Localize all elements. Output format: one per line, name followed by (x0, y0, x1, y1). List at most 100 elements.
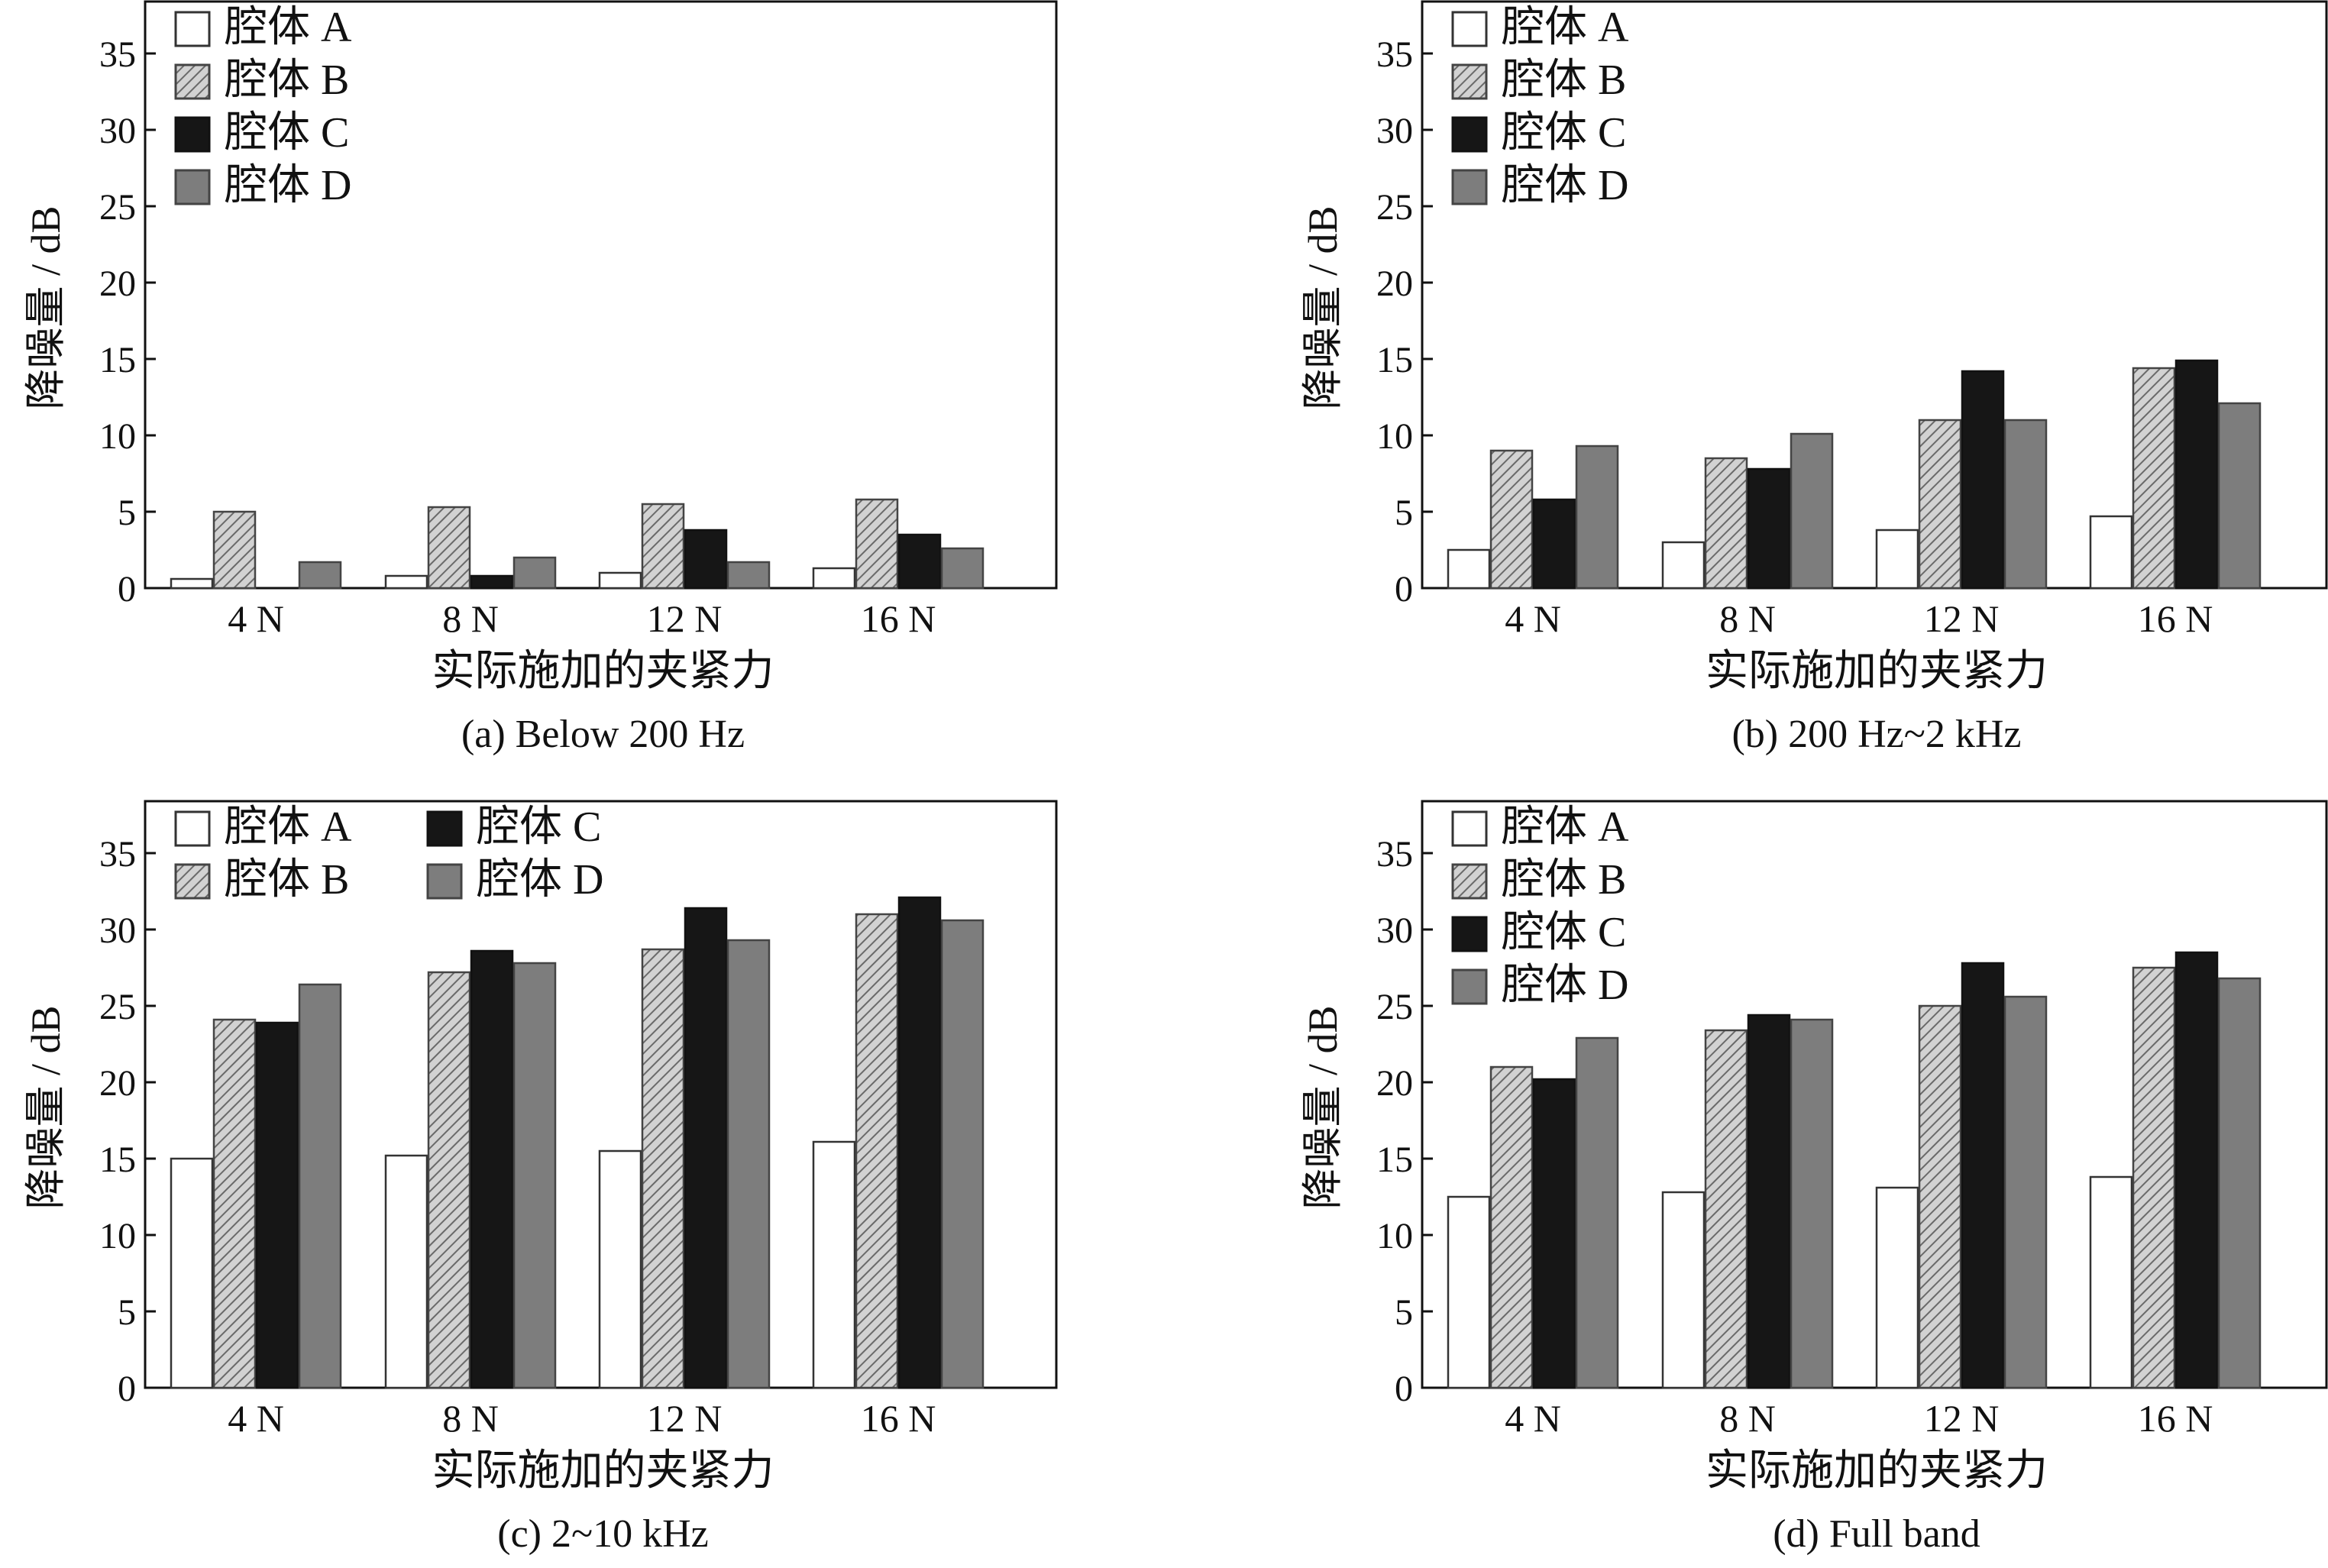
legend-label-c: 腔体 C (225, 109, 349, 157)
bar-b-2 (1704, 1029, 1748, 1389)
bar-b-4 (2132, 966, 2176, 1389)
bar-d-4 (940, 547, 985, 590)
bar-d-1 (1575, 1036, 1619, 1389)
legend-label-a: 腔体 A (1502, 4, 1629, 51)
bar-c-4 (2174, 951, 2219, 1389)
panel-caption: (c) 2~10 kHz (497, 1512, 708, 1556)
bar-b-4 (855, 913, 899, 1389)
legend-swatch-b (174, 863, 211, 900)
bar-a-2 (384, 574, 428, 590)
panel-caption: (a) Below 200 Hz (461, 713, 745, 756)
y-tick-label: 10 (99, 416, 136, 457)
y-tick-label: 35 (1376, 34, 1413, 75)
x-tick-label: 16 N (2138, 1397, 2213, 1440)
x-axis-label: 实际施加的夹紧力 (432, 648, 774, 695)
panel-caption: (b) 200 Hz~2 kHz (1731, 713, 2021, 756)
bar-c-3 (1961, 962, 2005, 1389)
bar-a-1 (1447, 1195, 1491, 1389)
x-tick-label: 16 N (861, 597, 936, 640)
bar-c-4 (897, 533, 942, 590)
bar-d-2 (512, 962, 557, 1389)
y-tick-label: 5 (1395, 493, 1413, 533)
bar-a-2 (1661, 541, 1706, 590)
x-tick-label: 16 N (2138, 597, 2213, 640)
x-axis-label: 实际施加的夹紧力 (1706, 648, 2048, 695)
bar-d-3 (2003, 419, 2048, 590)
legend-swatch-d (1451, 169, 1488, 205)
y-tick-label: 20 (1376, 1063, 1413, 1104)
chart-panel-c: 0 5 10 15 20 25 30 35 降噪量 / dB 4 N 8 N 12 N 16 N 实际施加… (23, 800, 1058, 1556)
bar-d-1 (298, 983, 342, 1389)
plot-frame (1421, 0, 2328, 590)
y-tick-label: 0 (118, 1369, 136, 1409)
plot-frame (1421, 800, 2328, 1389)
legend-label-c: 腔体 C (1502, 109, 1626, 157)
legend-label-d: 腔体 D (477, 856, 603, 904)
y-tick-label: 20 (99, 1063, 136, 1104)
y-tick-label: 20 (1376, 263, 1413, 304)
bar-a-1 (1447, 548, 1491, 590)
x-tick-label: 4 N (228, 597, 284, 640)
legend-label-b: 腔体 B (1502, 57, 1626, 104)
legend-swatch-d (1451, 968, 1488, 1005)
bar-d-2 (512, 556, 557, 590)
y-tick-label: 5 (118, 493, 136, 533)
bar-a-2 (384, 1154, 428, 1389)
y-axis-label: 降噪量 / dB (1300, 205, 1346, 409)
bar-c-4 (2174, 359, 2219, 590)
y-tick-label: 25 (1376, 987, 1413, 1027)
x-axis-label: 实际施加的夹紧力 (1706, 1447, 2048, 1495)
y-tick-label: 15 (1376, 340, 1413, 380)
bar-c-1 (1532, 498, 1576, 590)
x-tick-label: 8 N (442, 1397, 499, 1440)
bar-c-3 (1961, 370, 2005, 590)
bar-a-4 (812, 1140, 856, 1389)
x-tick-label: 4 N (228, 1397, 284, 1440)
bar-a-3 (1875, 1186, 1919, 1389)
bar-b-2 (1704, 457, 1748, 590)
legend-swatch-b (1451, 863, 1488, 900)
bar-b-1 (212, 510, 257, 590)
bar-d-2 (1790, 1018, 1834, 1389)
legend-swatch-c (174, 116, 211, 153)
y-tick-label: 30 (99, 910, 136, 951)
y-tick-label: 15 (1376, 1140, 1413, 1180)
legend-label-d: 腔体 D (225, 162, 351, 209)
x-tick-label: 12 N (647, 1397, 723, 1440)
bar-d-4 (940, 919, 985, 1389)
chart-panel-d: 0 5 10 15 20 25 30 35 降噪量 / dB 4 N 8 N 12 N 16 N 实际施加… (1300, 800, 2328, 1556)
x-tick-label: 8 N (1719, 597, 1776, 640)
bar-b-3 (641, 948, 685, 1389)
y-tick-label: 0 (118, 569, 136, 609)
bar-b-3 (641, 503, 685, 590)
bar-a-1 (170, 577, 214, 590)
legend-label-a: 腔体 A (1502, 803, 1629, 851)
legend-swatch-a (1451, 810, 1488, 847)
x-tick-label: 8 N (1719, 1397, 1776, 1440)
bar-b-2 (427, 971, 471, 1389)
y-axis-label: 降噪量 / dB (23, 205, 69, 409)
bar-a-1 (170, 1157, 214, 1389)
y-tick-label: 30 (1376, 111, 1413, 151)
legend-swatch-b (1451, 63, 1488, 100)
panel-caption: (d) Full band (1773, 1512, 1980, 1556)
bar-c-2 (470, 949, 514, 1389)
y-tick-label: 15 (99, 340, 136, 380)
legend-swatch-a (174, 810, 211, 847)
bar-b-4 (2132, 367, 2176, 590)
bar-d-3 (726, 939, 771, 1389)
y-tick-label: 20 (99, 263, 136, 304)
y-tick-label: 35 (99, 834, 136, 875)
bar-c-3 (684, 907, 728, 1389)
bar-b-1 (1489, 449, 1534, 590)
bar-a-4 (812, 567, 856, 590)
y-tick-label: 10 (1376, 1216, 1413, 1256)
y-tick-label: 10 (99, 1216, 136, 1256)
legend-label-a: 腔体 A (225, 4, 352, 51)
bar-a-2 (1661, 1191, 1706, 1389)
x-tick-label: 12 N (1924, 597, 2000, 640)
bar-c-2 (1747, 1014, 1791, 1389)
bar-c-3 (684, 529, 728, 590)
bar-d-1 (1575, 445, 1619, 590)
bar-c-2 (470, 574, 514, 590)
